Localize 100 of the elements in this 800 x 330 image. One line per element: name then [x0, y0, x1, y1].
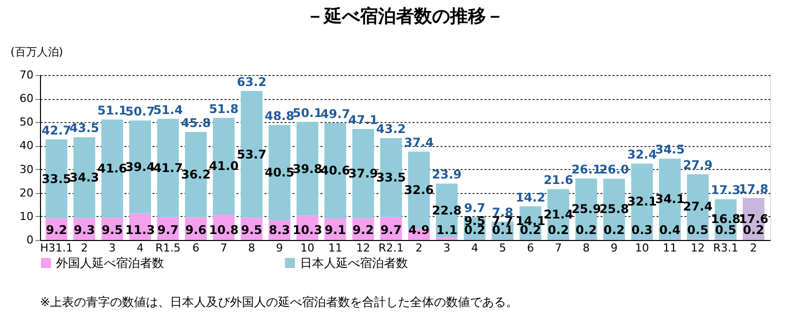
- data-label: 9.6: [185, 223, 207, 237]
- y-tick-label: 30: [20, 162, 34, 176]
- data-label: 9.2: [352, 223, 374, 237]
- x-tick-label: R1.5: [155, 242, 181, 254]
- total-label: 47.1: [348, 112, 378, 127]
- data-label: 34.3: [70, 170, 100, 185]
- x-tick-label: 10: [635, 242, 650, 254]
- legend-label: 外国人延べ宿泊者数: [56, 256, 164, 270]
- x-tick-label: R2.1: [378, 242, 404, 254]
- data-label: 21.4: [544, 207, 574, 222]
- x-tick-label: 6: [192, 242, 200, 254]
- data-label: 4.9: [408, 223, 430, 237]
- total-label: 26.0: [599, 162, 629, 177]
- x-tick-label: 5: [499, 242, 506, 254]
- x-tick-label: 9: [610, 242, 618, 254]
- data-label: 39.8: [292, 162, 322, 176]
- total-label: 32.4: [627, 148, 657, 162]
- data-label: 27.4: [682, 200, 713, 214]
- total-label: 21.6: [544, 173, 574, 188]
- total-label: 51.4: [153, 102, 183, 117]
- text: ※上表の青字の数値は、日本人及び外国人の延べ宿泊者数を合計した全体の数値である。: [40, 295, 518, 309]
- total-label: 50.1: [292, 106, 322, 120]
- data-label: 39.4: [125, 160, 155, 174]
- total-label: 45.8: [181, 116, 211, 130]
- x-tick-label: 11: [328, 242, 342, 254]
- total-label: 49.7: [320, 106, 350, 121]
- data-label: 32.6: [404, 183, 434, 198]
- total-label: 50.7: [125, 104, 155, 118]
- total-label: 9.7: [464, 201, 486, 216]
- x-tick-label: R3.1: [713, 242, 738, 254]
- x-tick-label: 7: [554, 242, 562, 254]
- data-label: 25.8: [599, 202, 629, 216]
- total-label: 48.8: [264, 108, 294, 123]
- data-label: 0.5: [687, 223, 708, 237]
- total-label: 37.4: [404, 136, 434, 150]
- total-label: 51.1: [97, 104, 128, 118]
- y-tick-label: 0: [26, 234, 34, 246]
- x-tick-label: 10: [300, 242, 314, 254]
- x-tick-label: 3: [108, 242, 116, 254]
- data-label: 9.7: [380, 223, 402, 237]
- y-tick-label: 70: [20, 68, 34, 82]
- data-label: 41.0: [208, 159, 239, 174]
- data-label: 0.2: [742, 223, 764, 237]
- total-label: 17.3: [710, 183, 740, 198]
- data-label: 1.1: [436, 223, 458, 237]
- data-label: 33.5: [42, 172, 72, 186]
- data-label: 9.1: [324, 223, 346, 237]
- x-tick-label: 6: [526, 242, 534, 254]
- total-label: 17.8: [738, 182, 768, 196]
- data-label: 9.5: [102, 223, 123, 237]
- data-label: 10.3: [292, 223, 322, 237]
- x-tick-label: 9: [276, 242, 284, 254]
- total-label: 43.5: [70, 121, 100, 136]
- data-label: 34.1: [655, 192, 685, 206]
- x-tick-label: 2: [80, 242, 88, 254]
- x-tick-label: 7: [220, 242, 228, 254]
- data-label: 37.9: [348, 166, 378, 181]
- chart-title: －延べ宿泊者数の推移－: [306, 6, 504, 27]
- y-tick-label: 40: [20, 139, 34, 152]
- x-tick-label: 8: [582, 242, 590, 254]
- data-label: 0.2: [576, 223, 597, 237]
- legend-label: 日本人延べ宿泊者数: [300, 256, 408, 270]
- x-tick-label: 12: [690, 242, 705, 254]
- data-label: 9.2: [46, 223, 68, 237]
- data-label: 40.6: [320, 164, 350, 178]
- x-tick-label: 4: [136, 242, 144, 254]
- y-axis-title: (百万人泊): [10, 46, 64, 58]
- total-label: 63.2: [236, 75, 266, 90]
- data-label: 40.5: [264, 166, 294, 180]
- data-label: 0.2: [548, 223, 569, 237]
- data-label: 9.7: [157, 223, 179, 237]
- x-tick-label: 11: [662, 242, 677, 254]
- y-tick-label: 20: [20, 186, 34, 200]
- data-label: 32.1: [627, 194, 657, 208]
- data-label: 33.5: [376, 170, 406, 185]
- data-label: 11.3: [125, 223, 155, 237]
- x-tick-label: H31.1: [40, 242, 73, 254]
- data-label: 0.3: [631, 223, 653, 237]
- data-label: 41.7: [153, 160, 183, 175]
- total-label: 43.2: [376, 122, 406, 136]
- data-label: 17.6: [738, 212, 768, 226]
- x-tick-label: 4: [471, 242, 478, 254]
- data-label: 41.6: [97, 162, 128, 176]
- y-tick-label: 50: [20, 116, 34, 129]
- data-label: 10.8: [208, 223, 239, 237]
- x-tick-label: 2: [415, 242, 422, 254]
- x-tick-label: 2: [750, 242, 758, 254]
- total-label: 42.7: [42, 123, 72, 138]
- total-label: 27.9: [682, 158, 713, 172]
- y-tick-label: 60: [20, 92, 34, 106]
- data-label: 0.2: [603, 223, 625, 237]
- total-label: 26.1: [571, 162, 602, 176]
- data-label: 8.3: [268, 223, 290, 237]
- y-tick-label: 10: [20, 210, 34, 223]
- data-label: 36.2: [181, 168, 211, 182]
- total-label: 34.5: [655, 142, 685, 157]
- data-label: 22.8: [432, 204, 462, 218]
- total-label: 14.2: [516, 190, 546, 204]
- x-tick-label: 3: [443, 242, 450, 254]
- data-label: 53.7: [236, 147, 266, 162]
